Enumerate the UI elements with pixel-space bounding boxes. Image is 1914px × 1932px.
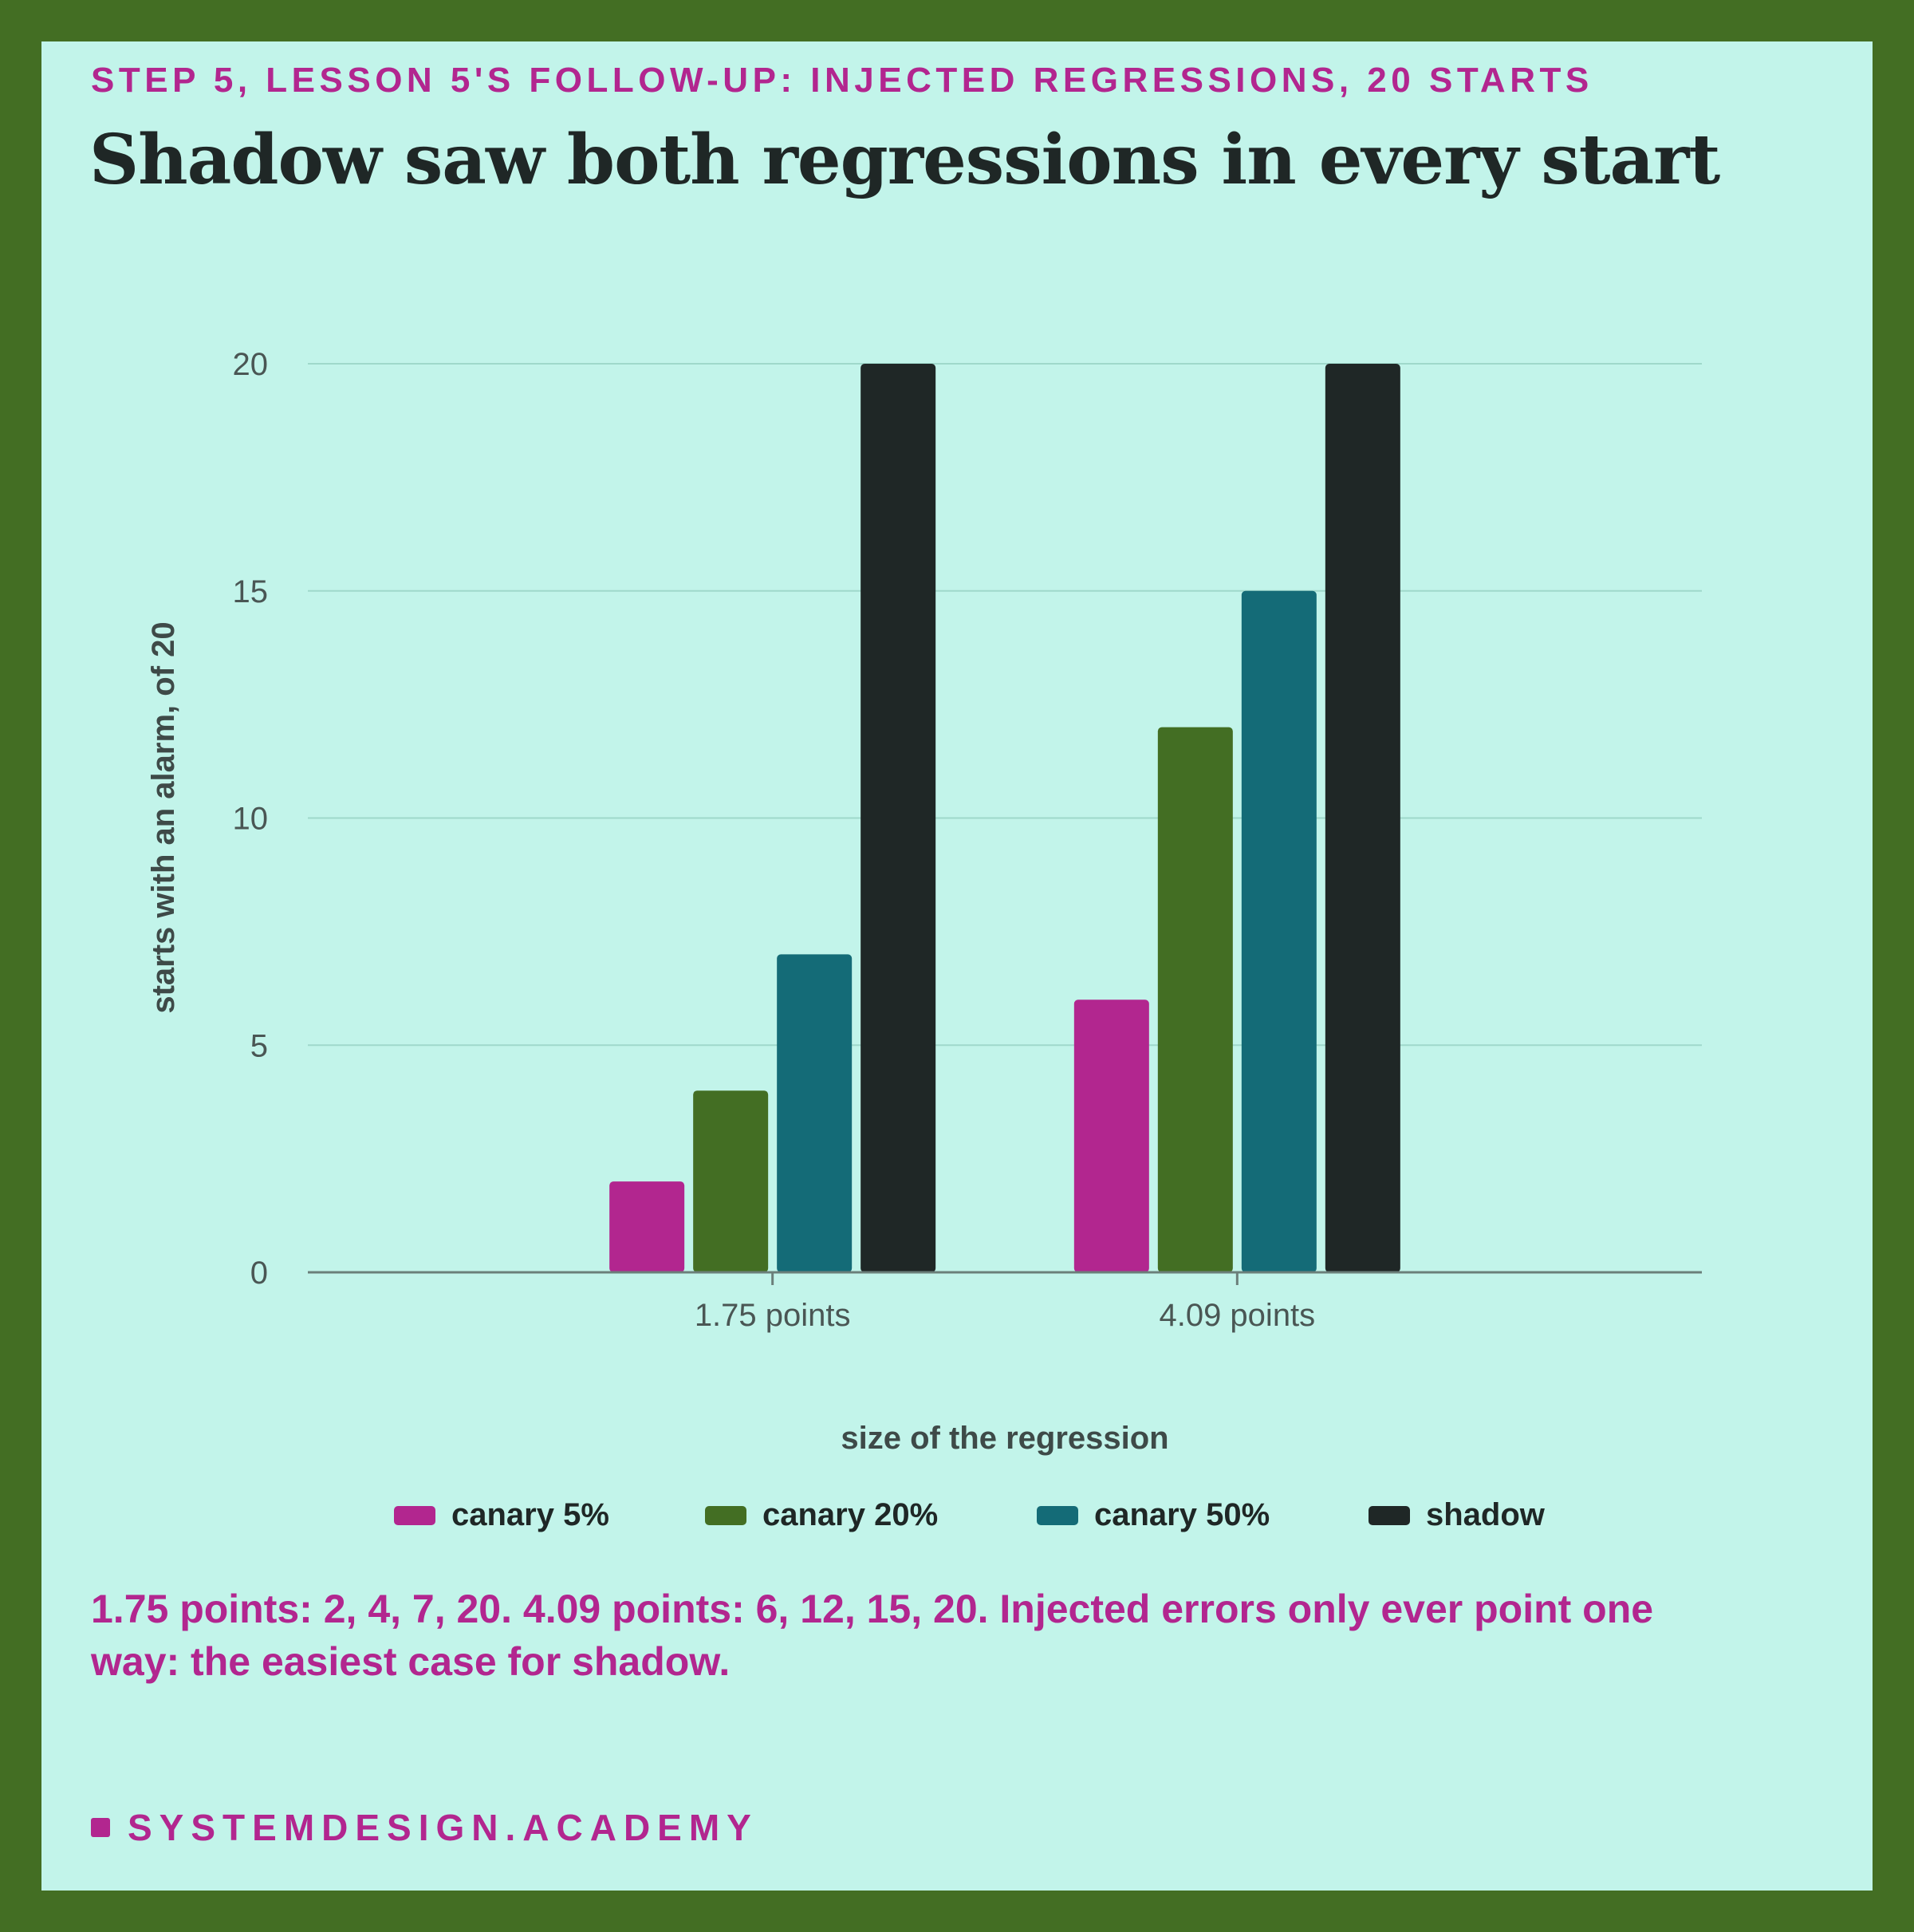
- bar-chart: 0 5 10 15 20 1.75 points 4.09 points size of th…: [146, 347, 1702, 1532]
- bar: [1325, 364, 1400, 1272]
- bar: [777, 954, 853, 1272]
- bar: [1073, 1000, 1149, 1272]
- legend-label: shadow: [1426, 1497, 1546, 1532]
- brand-square-icon: [91, 1818, 110, 1837]
- y-tick-label: 10: [233, 802, 269, 837]
- bars: [609, 364, 1400, 1272]
- eyebrow-label: STEP 5, LESSON 5'S FOLLOW-UP: INJECTED R…: [91, 61, 1593, 100]
- y-tick-label: 0: [250, 1256, 268, 1291]
- bar: [1157, 727, 1233, 1272]
- legend-swatch: [1369, 1506, 1410, 1525]
- summary-note: 1.75 points: 2, 4, 7, 20. 4.09 points: 6…: [91, 1587, 1654, 1684]
- bar: [609, 1181, 685, 1272]
- brand: SYSTEMDESIGN.ACADEMY: [91, 1806, 758, 1849]
- legend-swatch: [1037, 1506, 1078, 1525]
- x-tick-label: 4.09 points: [1159, 1298, 1315, 1333]
- legend-label: canary 5%: [451, 1497, 609, 1532]
- y-tick-label: 20: [233, 347, 269, 382]
- y-tick-label: 15: [233, 574, 269, 609]
- axes: 0 5 10 15 20 1.75 points 4.09 points size of th…: [146, 347, 1702, 1456]
- x-tick-label: 1.75 points: [695, 1298, 851, 1333]
- legend: canary 5% canary 20% canary 50% shadow: [394, 1497, 1546, 1532]
- legend-swatch: [394, 1506, 435, 1525]
- legend-label: canary 20%: [762, 1497, 938, 1532]
- bar: [861, 364, 936, 1272]
- chart-card: [41, 41, 1873, 1891]
- chart-title: Shadow saw both regressions in every sta…: [89, 120, 1720, 200]
- legend-swatch: [705, 1506, 746, 1525]
- y-axis-title: starts with an alarm, of 20: [146, 621, 181, 1013]
- bar: [693, 1090, 769, 1272]
- x-axis-title: size of the regression: [841, 1421, 1168, 1456]
- brand-name: SYSTEMDESIGN.ACADEMY: [128, 1807, 758, 1848]
- bar: [1241, 590, 1317, 1272]
- gridlines: [308, 363, 1702, 1047]
- y-tick-label: 5: [250, 1028, 268, 1063]
- legend-label: canary 50%: [1094, 1497, 1270, 1532]
